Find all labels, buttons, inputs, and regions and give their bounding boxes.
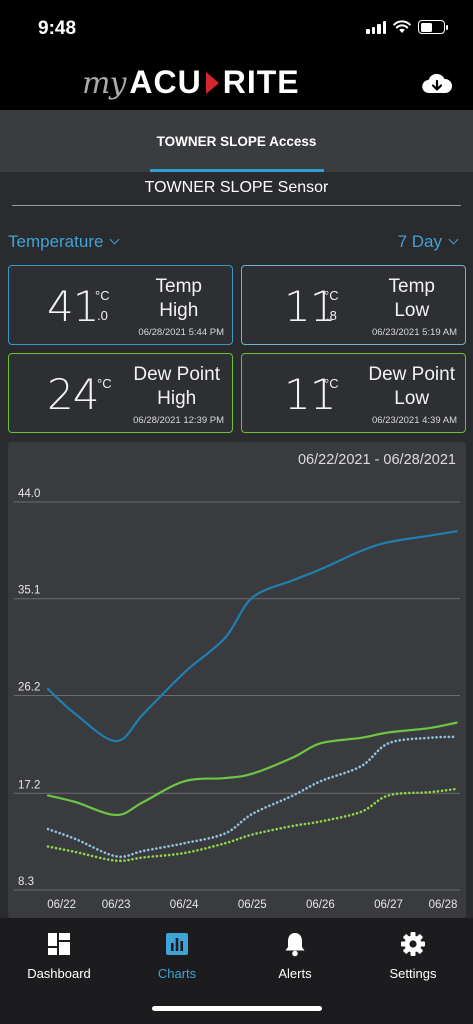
- dew-high-card[interactable]: 24 °C Dew Point High 06/28/2021 12:39 PM: [8, 353, 233, 433]
- myacurite-logo: my ACU RITE: [82, 64, 300, 101]
- series-line-3: [46, 787, 458, 863]
- measure-selector[interactable]: Temperature: [8, 232, 120, 252]
- dashboard-icon: [48, 933, 70, 955]
- chevron-down-icon: [448, 234, 459, 245]
- temp-high-label: Temp High: [156, 275, 202, 323]
- tab-charts[interactable]: Charts: [118, 930, 236, 981]
- y-tick-label: 35.1: [18, 585, 40, 597]
- temp-low-unit: °C: [324, 288, 339, 303]
- cellular-signal-icon: [366, 20, 386, 34]
- tab-settings-label: Settings: [389, 966, 437, 981]
- chart-date-range: 06/22/2021 - 06/28/2021: [297, 452, 456, 468]
- dew-low-value: 11: [284, 370, 336, 419]
- dew-high-label-line1: Dew Point: [133, 364, 220, 385]
- cloud-download-icon[interactable]: [421, 72, 453, 96]
- dew-high-value: 24: [47, 370, 99, 419]
- tab-settings[interactable]: Settings: [354, 930, 472, 981]
- charts-icon: [166, 933, 188, 955]
- status-icons: [366, 20, 448, 34]
- gear-icon: [401, 932, 425, 956]
- temp-low-label-line2: Low: [394, 300, 430, 321]
- sensor-name[interactable]: TOWNER SLOPE Sensor: [144, 179, 329, 196]
- x-tick-label: 06/23: [102, 899, 131, 911]
- logo-rite: RITE: [222, 64, 300, 100]
- temp-low-label-line1: Temp: [388, 276, 435, 297]
- x-tick-label: 06/27: [374, 899, 403, 911]
- status-time: 9:48: [38, 18, 77, 39]
- dew-low-label-line1: Dew Point: [368, 364, 455, 385]
- x-tick-label: 06/22: [47, 899, 76, 911]
- y-tick-label: 17.2: [18, 779, 40, 791]
- main-content: TOWNER SLOPE Sensor Temperature 7 Day 41…: [0, 172, 473, 918]
- tab-alerts-label: Alerts: [278, 966, 312, 981]
- sensor-divider: [12, 205, 461, 206]
- range-selector-label: 7 Day: [397, 232, 442, 251]
- temp-high-unit: °C: [95, 288, 110, 303]
- temp-high-label-line2: High: [159, 300, 199, 321]
- temp-high-decimal: .0: [97, 308, 108, 323]
- tab-charts-label: Charts: [157, 966, 197, 981]
- bell-icon: [285, 933, 305, 957]
- temp-low-label: Temp Low: [389, 275, 435, 323]
- chevron-down-icon: [109, 234, 120, 245]
- dew-high-unit: °C: [97, 376, 112, 391]
- y-tick-label: 26.2: [18, 681, 40, 693]
- dew-low-label: Dew Point Low: [368, 363, 455, 411]
- app-header: my ACU RITE: [0, 58, 473, 110]
- tab-dashboard-label: Dashboard: [27, 966, 91, 981]
- logo-my: my: [82, 66, 126, 101]
- y-tick-label: 8.3: [18, 876, 34, 888]
- chart-panel[interactable]: 06/22/2021 - 06/28/2021 44.0 35.1 26.2 17.2…: [8, 442, 466, 918]
- range-selector[interactable]: 7 Day: [397, 232, 459, 252]
- series-line-1: [46, 721, 458, 817]
- battery-icon: [418, 20, 448, 34]
- x-tick-label: 06/25: [238, 899, 267, 911]
- temp-low-value: 11: [284, 282, 336, 331]
- line-chart[interactable]: 44.0 35.1 26.2 17.2 8.3 06/22 06/23 06/24 06/25 0…: [8, 442, 466, 918]
- temp-high-time: 06/28/2021 5:44 PM: [138, 327, 224, 338]
- wifi-icon: [393, 20, 411, 33]
- dew-high-label: Dew Point High: [133, 363, 220, 411]
- dew-high-label-line2: High: [157, 388, 197, 409]
- logo-arrow-icon: [205, 71, 219, 94]
- temp-high-card[interactable]: 41 °C .0 Temp High 06/28/2021 5:44 PM: [8, 265, 233, 345]
- series-line-2: [46, 735, 458, 859]
- y-tick-label: 44.0: [18, 488, 40, 500]
- temp-high-value: 41: [47, 282, 99, 331]
- series-line-0: [46, 530, 458, 743]
- temp-low-time: 06/23/2021 5:19 AM: [371, 327, 457, 338]
- home-indicator: [152, 1006, 322, 1011]
- dew-low-unit: °C: [324, 376, 339, 391]
- logo-acu: ACU: [129, 64, 202, 100]
- tab-alerts[interactable]: Alerts: [236, 930, 354, 981]
- dew-low-card[interactable]: 11 °C Dew Point Low 06/23/2021 4:39 AM: [241, 353, 466, 433]
- access-tab-bar: TOWNER SLOPE Access: [0, 110, 473, 172]
- x-tick-label: 06/24: [170, 899, 199, 911]
- tab-access[interactable]: TOWNER SLOPE Access: [156, 134, 317, 149]
- temp-high-label-line1: Temp: [155, 276, 202, 297]
- dew-low-label-line2: Low: [394, 388, 430, 409]
- dew-high-time: 06/28/2021 12:39 PM: [133, 415, 224, 426]
- measure-selector-label: Temperature: [8, 232, 104, 251]
- temp-low-decimal: .8: [326, 308, 337, 323]
- x-tick-label: 06/26: [306, 899, 335, 911]
- temp-low-card[interactable]: 11 °C .8 Temp Low 06/23/2021 5:19 AM: [241, 265, 466, 345]
- status-bar: 9:48: [0, 0, 473, 58]
- active-tab-indicator: [150, 169, 324, 172]
- x-tick-label: 06/28: [429, 899, 458, 911]
- tab-dashboard[interactable]: Dashboard: [0, 930, 118, 981]
- dew-low-time: 06/23/2021 4:39 AM: [371, 415, 457, 426]
